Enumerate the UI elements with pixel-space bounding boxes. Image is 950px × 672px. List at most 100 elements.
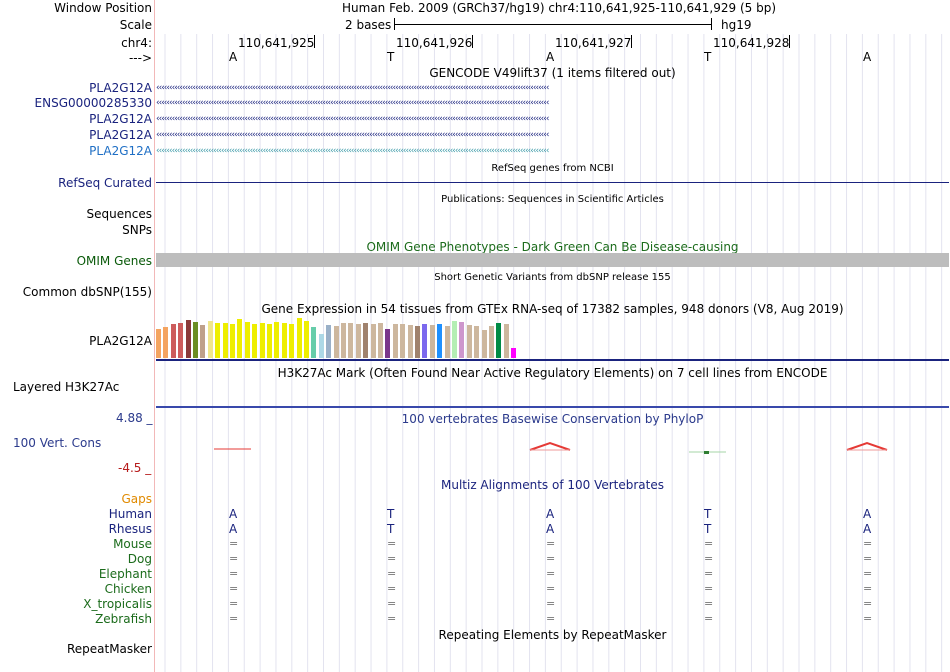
gtex-tissue-bar[interactable] [385, 329, 391, 358]
gtex-tissue-bar[interactable] [230, 324, 235, 358]
gencode-track-title[interactable]: GENCODE V49lift37 (1 items filtered out) [429, 66, 676, 80]
gtex-tissue-bar[interactable] [363, 323, 369, 358]
gtex-tissue-bar[interactable] [311, 327, 317, 358]
gtex-bar-chart[interactable] [156, 316, 556, 358]
gtex-tissue-bar[interactable] [400, 324, 406, 358]
gtex-tissue-bar[interactable] [415, 326, 420, 358]
gtex-tissue-bar[interactable] [170, 324, 176, 358]
gtex-tissue-bar[interactable] [304, 321, 309, 358]
gtex-tissue-bar[interactable] [244, 322, 250, 358]
repeatmasker-track-title[interactable]: Repeating Elements by RepeatMasker [438, 628, 667, 642]
species-label[interactable]: Human [108, 507, 152, 521]
scale-bar [395, 24, 711, 25]
omim-track-title[interactable]: OMIM Gene Phenotypes - Dark Green Can Be… [366, 240, 739, 254]
gtex-tissue-bar[interactable] [207, 321, 213, 358]
species-label[interactable]: Elephant [98, 567, 152, 581]
h3k27ac-signal-line [156, 406, 949, 408]
gtex-tissue-bar[interactable] [370, 324, 376, 358]
gtex-tissue-bar[interactable] [496, 323, 502, 358]
gtex-tissue-bar[interactable] [407, 325, 413, 358]
gtex-tissue-bar[interactable] [378, 323, 383, 358]
gtex-tissue-bar[interactable] [355, 324, 361, 358]
gencode-gene-label-2[interactable]: ENSG00000285330 [34, 96, 152, 110]
species-label[interactable]: X_tropicalis [83, 597, 152, 611]
gtex-tissue-bar[interactable] [452, 321, 457, 358]
gencode-transcript-5[interactable]: ‹‹‹‹‹‹‹‹‹‹‹‹‹‹‹‹‹‹‹‹‹‹‹‹‹‹‹‹‹‹‹‹‹‹‹‹‹‹‹‹… [156, 147, 549, 155]
phylop-plot[interactable] [156, 436, 950, 460]
base-letter: T [704, 50, 712, 64]
species-label[interactable]: Dog [127, 552, 152, 566]
alignment-base: = [229, 567, 239, 580]
multiz-track-title[interactable]: Multiz Alignments of 100 Vertebrates [440, 478, 665, 492]
gtex-tissue-bar[interactable] [333, 326, 339, 358]
base-letter: A [863, 50, 872, 64]
dbsnp-label[interactable]: Common dbSNP(155) [22, 285, 152, 299]
gtex-tissue-bar[interactable] [348, 323, 354, 358]
gtex-tissue-bar[interactable] [259, 323, 265, 358]
dbsnp-track-title[interactable]: Short Genetic Variants from dbSNP releas… [434, 272, 671, 283]
gtex-tissue-bar[interactable] [215, 323, 221, 358]
gtex-tissue-bar[interactable] [318, 334, 324, 358]
species-label[interactable]: Zebrafish [95, 612, 152, 626]
phylop-label[interactable]: 100 Vert. Cons [13, 436, 102, 450]
gencode-gene-label-1[interactable]: PLA2G12A [89, 81, 152, 95]
gtex-tissue-bar[interactable] [392, 324, 398, 358]
repeatmasker-label[interactable]: RepeatMasker [66, 642, 152, 656]
gtex-tissue-bar[interactable] [326, 325, 332, 358]
gencode-gene-label-3[interactable]: PLA2G12A [89, 112, 152, 126]
gtex-tissue-bar[interactable] [200, 325, 206, 358]
gtex-tissue-bar[interactable] [222, 323, 228, 358]
gencode-transcript-4[interactable]: ‹‹‹‹‹‹‹‹‹‹‹‹‹‹‹‹‹‹‹‹‹‹‹‹‹‹‹‹‹‹‹‹‹‹‹‹‹‹‹‹… [156, 131, 549, 139]
gtex-track-title[interactable]: Gene Expression in 54 tissues from GTEx … [261, 302, 844, 316]
gtex-tissue-bar[interactable] [466, 325, 472, 358]
gencode-transcript-3[interactable]: ‹‹‹‹‹‹‹‹‹‹‹‹‹‹‹‹‹‹‹‹‹‹‹‹‹‹‹‹‹‹‹‹‹‹‹‹‹‹‹‹… [156, 115, 549, 123]
h3k27ac-label[interactable]: Layered H3K27Ac [13, 380, 120, 394]
gtex-label[interactable]: PLA2G12A [89, 334, 152, 348]
gencode-transcript-2[interactable]: ‹‹‹‹‹‹‹‹‹‹‹‹‹‹‹‹‹‹‹‹‹‹‹‹‹‹‹‹‹‹‹‹‹‹‹‹‹‹‹‹… [156, 99, 549, 107]
sequences-label[interactable]: Sequences [86, 207, 152, 221]
gtex-tissue-bar[interactable] [156, 329, 161, 358]
gtex-tissue-bar[interactable] [267, 324, 272, 358]
position-tick [314, 35, 315, 48]
refseq-track-title[interactable]: RefSeq genes from NCBI [491, 163, 614, 174]
gtex-tissue-bar[interactable] [459, 322, 465, 358]
species-label[interactable]: Chicken [104, 582, 152, 596]
gtex-tissue-bar[interactable] [444, 326, 450, 358]
h3k27ac-track-title[interactable]: H3K27Ac Mark (Often Found Near Active Re… [277, 366, 828, 380]
gtex-tissue-bar[interactable] [296, 318, 302, 358]
gtex-tissue-bar[interactable] [252, 324, 258, 358]
alignment-base: = [863, 537, 873, 550]
gencode-transcript-1[interactable]: ‹‹‹‹‹‹‹‹‹‹‹‹‹‹‹‹‹‹‹‹‹‹‹‹‹‹‹‹‹‹‹‹‹‹‹‹‹‹‹‹… [156, 84, 549, 92]
gtex-tissue-bar[interactable] [193, 322, 198, 358]
gtex-tissue-bar[interactable] [274, 322, 280, 358]
gtex-tissue-bar[interactable] [163, 327, 169, 358]
snps-label[interactable]: SNPs [122, 223, 152, 237]
gtex-tissue-bar[interactable] [511, 348, 517, 358]
omim-label[interactable]: OMIM Genes [76, 254, 152, 268]
gtex-tissue-bar[interactable] [481, 330, 487, 358]
omim-gene-bar[interactable] [156, 253, 949, 267]
gtex-tissue-bar[interactable] [237, 319, 243, 358]
gtex-tissue-bar[interactable] [178, 323, 184, 358]
species-label[interactable]: Rhesus [108, 522, 152, 536]
alignment-base: = [704, 612, 714, 625]
scale-value: 2 bases [345, 18, 392, 32]
gtex-tissue-bar[interactable] [429, 325, 435, 358]
phylop-track-title[interactable]: 100 vertebrates Basewise Conservation by… [401, 412, 704, 426]
gtex-tissue-bar[interactable] [422, 324, 428, 358]
gtex-tissue-bar[interactable] [437, 324, 443, 358]
gencode-gene-label-4[interactable]: PLA2G12A [89, 128, 152, 142]
publications-track-title[interactable]: Publications: Sequences in Scientific Ar… [441, 194, 664, 205]
gtex-tissue-bar[interactable] [185, 320, 191, 358]
gtex-tissue-bar[interactable] [341, 323, 346, 358]
gtex-tissue-bar[interactable] [289, 324, 295, 358]
gencode-gene-label-5[interactable]: PLA2G12A [89, 144, 152, 158]
species-label[interactable]: Mouse [113, 537, 152, 551]
refseq-gene-line[interactable] [156, 182, 949, 183]
scale-bar-left-tick [394, 18, 395, 30]
gtex-tissue-bar[interactable] [281, 323, 287, 358]
gtex-tissue-bar[interactable] [489, 326, 494, 358]
gtex-tissue-bar[interactable] [503, 324, 509, 358]
refseq-label[interactable]: RefSeq Curated [58, 176, 152, 190]
gtex-tissue-bar[interactable] [474, 326, 480, 358]
